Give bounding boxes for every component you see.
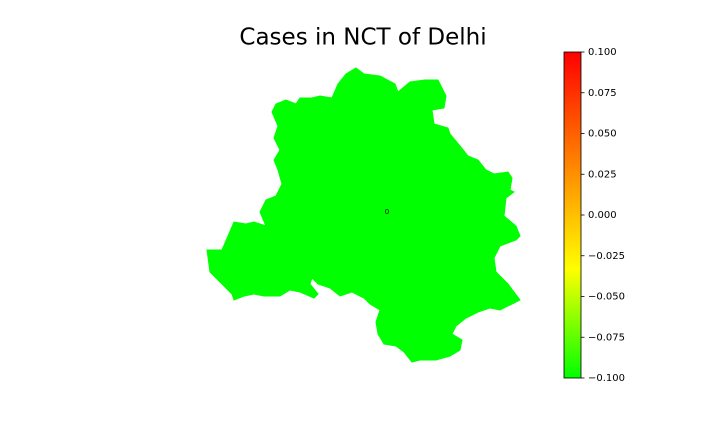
colorbar-tick-label: −0.025 [588,251,625,262]
colorbar-tick-label: 0.050 [588,129,617,140]
region-label: 0 [385,208,389,216]
colorbar-tick-label: −0.100 [588,373,625,384]
colorbar-tick-label: −0.075 [588,332,625,343]
colorbar-tick-label: 0.000 [588,210,617,221]
colorbar-tick-label: 0.075 [588,88,617,99]
colorbar-tick-label: 0.025 [588,169,617,180]
colorbar-tick-label: 0.100 [588,47,617,58]
map-title: Cases in NCT of Delhi [239,25,486,51]
colorbar [563,51,582,379]
colorbar-tick-label: −0.050 [588,292,625,303]
region [206,67,521,363]
